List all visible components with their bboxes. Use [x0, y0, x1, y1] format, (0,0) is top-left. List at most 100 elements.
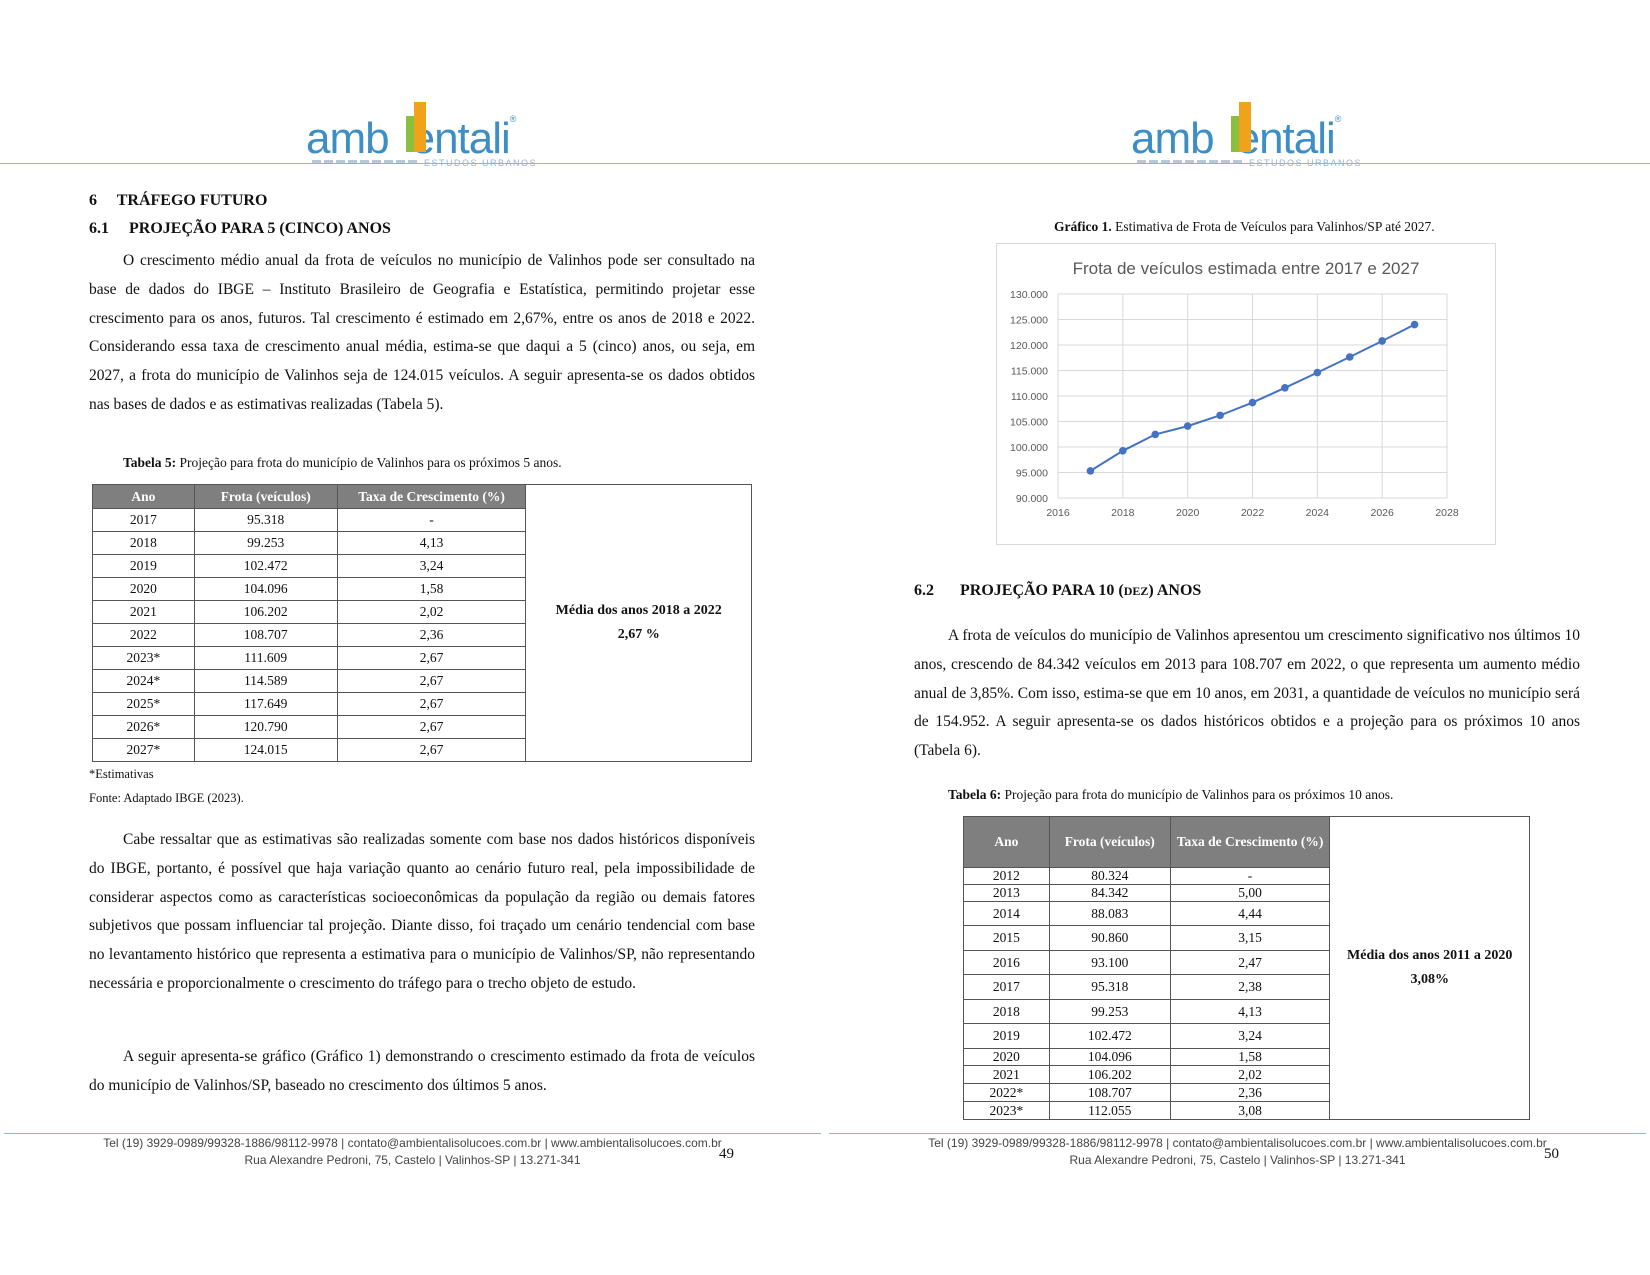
cell-fleet: 104.096 — [1048, 1048, 1171, 1066]
x-tick-label: 2018 — [1111, 507, 1135, 519]
cell-fleet: 95.318 — [1048, 974, 1171, 1000]
cell-fleet: 114.589 — [193, 669, 338, 693]
table-row: 2014 88.083 4,44 — [963, 901, 1530, 926]
cell-growth: 5,00 — [1169, 884, 1331, 902]
cell-year: 2027* — [92, 738, 195, 762]
cell-fleet: 80.324 — [1048, 867, 1171, 885]
cell-year: 2018 — [92, 531, 195, 555]
y-tick-label: 125.000 — [1010, 315, 1048, 327]
data-point — [1183, 422, 1192, 430]
cell-fleet: 108.707 — [193, 623, 338, 647]
logo-reg-mark: ® — [509, 114, 517, 124]
paragraph-10-years: A frota de veículos do município de Vali… — [914, 627, 1580, 760]
cell-growth: - — [1169, 867, 1331, 885]
cell-fleet: 117.649 — [193, 692, 338, 716]
table-row: 2021 106.202 2,02 — [92, 600, 752, 624]
header-fleet: Frota (veículos) — [1048, 816, 1171, 868]
logo-wordmark: amb entali® — [1131, 114, 1342, 164]
table-row: 2017 95.318 2,38 — [963, 974, 1530, 1000]
cell-growth: 3,08 — [1169, 1101, 1331, 1120]
cell-year: 2016 — [963, 950, 1050, 975]
cell-growth: - — [336, 508, 527, 532]
table-5-caption-text: Projeção para frota do município de Vali… — [176, 455, 562, 470]
data-point — [1086, 467, 1095, 475]
heading-part-c: ) ANOS — [1148, 582, 1202, 599]
data-point — [1151, 430, 1160, 439]
cell-growth: 4,44 — [1169, 901, 1331, 926]
header-rule — [0, 163, 825, 164]
section-heading: 6 TRÁFEGO FUTURO — [89, 192, 268, 209]
logo-text-right: entali — [1235, 114, 1336, 163]
cell-year: 2012 — [963, 867, 1050, 885]
cell-growth: 3,24 — [1169, 1023, 1331, 1049]
heading-part-a: PROJEÇÃO PARA 10 ( — [960, 582, 1124, 599]
x-tick-label: 2026 — [1370, 507, 1394, 519]
footer-address: Rua Alexandre Pedroni, 75, Castelo | Val… — [1069, 1153, 1406, 1167]
cell-year: 2022* — [963, 1083, 1050, 1102]
table-row: 2023* 111.609 2,67 — [92, 646, 752, 670]
cell-growth: 2,67 — [336, 692, 527, 716]
chart-x-ticks: 2016 2018 2020 2022 2024 2026 2028 — [1046, 507, 1459, 519]
cell-year: 2023* — [92, 646, 195, 670]
header-growth: Taxa de Crescimento (%) — [1169, 816, 1331, 868]
page-number: 50 — [1544, 1146, 1559, 1162]
x-tick-label: 2024 — [1306, 507, 1330, 519]
cell-fleet: 112.055 — [1048, 1101, 1171, 1120]
chart-grid — [1057, 293, 1448, 499]
table-row: 2023* 112.055 3,08 — [963, 1101, 1530, 1120]
cell-growth: 1,58 — [1169, 1048, 1331, 1066]
table-6-caption: Tabela 6: Projeção para frota do municíp… — [948, 787, 1393, 803]
logo-text-right: entali — [410, 114, 511, 163]
chart-title: Frota de veículos estimada entre 2017 e … — [1073, 259, 1420, 278]
table-6-caption-text: Projeção para frota do município de Vali… — [1001, 787, 1394, 802]
header-year: Ano — [963, 816, 1050, 868]
cell-fleet: 124.015 — [193, 738, 338, 762]
table-row: 2022* 108.707 2,36 — [963, 1083, 1530, 1102]
logo-reg-mark: ® — [1334, 114, 1342, 124]
data-point — [1410, 320, 1419, 329]
paragraph-disclaimer: Cabe ressaltar que as estimativas são re… — [89, 831, 755, 992]
average-label: Média dos anos 2018 a 2022 — [555, 603, 722, 618]
table-6: Ano Frota (veículos) Taxa de Crescimento… — [963, 816, 1530, 1120]
average-value: 2,67 % — [617, 627, 660, 642]
average-label: Média dos anos 2011 a 2020 — [1347, 948, 1513, 963]
x-tick-label: 2028 — [1435, 507, 1459, 519]
footer-rule — [4, 1133, 821, 1134]
data-point — [1248, 398, 1257, 407]
y-tick-label: 110.000 — [1011, 391, 1048, 403]
data-point — [1378, 337, 1386, 345]
logo-bars-icon — [406, 102, 430, 158]
cell-fleet: 93.100 — [1048, 950, 1171, 975]
data-point — [1345, 353, 1354, 361]
cell-fleet: 120.790 — [193, 715, 338, 739]
header-rule — [825, 163, 1650, 164]
footer-contact: Tel (19) 3929-0989/99328-1886/98112-9978… — [928, 1136, 1547, 1150]
heading-number: 6.2 — [914, 582, 934, 599]
header-growth: Taxa de Crescimento (%) — [336, 484, 527, 509]
y-tick-label: 130.000 — [1010, 289, 1048, 301]
data-point — [1119, 447, 1127, 455]
y-tick-label: 115.000 — [1011, 366, 1048, 378]
logo-dash-line — [1137, 160, 1245, 163]
page-number: 49 — [719, 1146, 734, 1162]
cell-year: 2020 — [92, 577, 195, 601]
x-tick-label: 2022 — [1241, 507, 1265, 519]
cell-year: 2018 — [963, 999, 1050, 1024]
footer-address: Rua Alexandre Pedroni, 75, Castelo | Val… — [244, 1153, 581, 1167]
page-49: amb entali® ESTUDOS URBANOS 6 TRÁFEGO FUT… — [0, 102, 825, 1167]
cell-growth: 2,36 — [1169, 1083, 1331, 1102]
paragraph-chart-intro: A seguir apresenta-se gráfico (Gráfico 1… — [89, 1048, 755, 1094]
header-fleet: Frota (veículos) — [193, 484, 338, 509]
subsection-heading: 6.1 PROJEÇÃO PARA 5 (CINCO) ANOS — [89, 220, 391, 237]
table-row: 2018 99.253 4,13 — [963, 999, 1530, 1024]
cell-growth: 2,67 — [336, 669, 527, 693]
cell-year: 2024* — [92, 669, 195, 693]
cell-year: 2013 — [963, 884, 1050, 902]
cell-growth: 1,58 — [336, 577, 527, 601]
cell-fleet: 111.609 — [193, 646, 338, 670]
cell-fleet: 99.253 — [1048, 999, 1171, 1024]
table-row: 2016 93.100 2,47 — [963, 950, 1530, 975]
cell-fleet: 108.707 — [1048, 1083, 1171, 1102]
table-5: Ano Frota (veículos) Taxa de Crescimento… — [92, 484, 752, 762]
cell-fleet: 88.083 — [1048, 901, 1171, 926]
